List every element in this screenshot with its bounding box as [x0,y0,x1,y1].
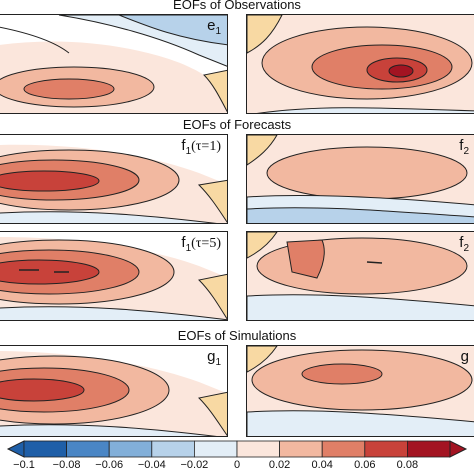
eof-map-g2 [247,346,474,436]
colorbar-bin [406,440,451,458]
colorbar-tick-label: 0.08 [396,459,419,471]
section-title-simulations: EOFs of Simulations [177,328,297,343]
map-panel-f2-tau1: f2 [246,134,474,224]
colorbar-bin [66,440,110,458]
colorbar-tick-label: −0.08 [52,459,81,471]
eof-map-f2-tau5 [247,232,474,320]
colorbar-bin [279,440,323,458]
eof-map-f1-tau5 [0,232,227,320]
panel-label-g1: g1 [207,348,221,368]
colorbar-tick-label: 0.06 [354,459,376,471]
colorbar-tick-label: −0.06 [95,459,124,471]
eof-map-f2-tau1 [247,135,474,223]
colorbar-bin [151,440,195,458]
eof-map-f1-tau1 [0,135,227,223]
map-panel-e1: e1 [0,14,228,114]
eof-map-e1 [0,15,227,113]
map-panel-f2-tau5: f2 [246,231,474,321]
map-panel-g2: g [246,345,474,437]
colorbar-bin [364,440,408,458]
colorbar-bin [193,440,238,458]
panel-label-f2-tau1: f2 [459,137,469,157]
panel-label-f1-tau5: f1(τ=5) [181,234,221,254]
section-title-forecasts: EOFs of Forecasts [182,117,292,132]
eof-map-g1 [0,346,227,436]
map-panel-g1: g1 [0,345,228,437]
colorbar-bin [321,440,366,458]
colorbar-bin [23,440,67,458]
colorbar-bin [108,440,153,458]
colorbar-tick-label: −0.02 [180,459,209,471]
eof-map-e2 [247,15,474,113]
colorbar-tick-label: 0.02 [268,459,291,471]
map-panel-f1-tau1: f1(τ=1) [0,134,228,224]
colorbar-extend-high [449,440,468,458]
map-panel-f1-tau5: f1(τ=5) [0,231,228,321]
panel-label-f1-tau1: f1(τ=1) [181,137,221,157]
map-panel-e2 [246,14,474,114]
colorbar-tick-label: 0 [233,459,241,471]
colorbar-extend-low [6,440,25,458]
colorbar [6,440,468,458]
section-title-observations: EOFs of Observations [173,0,301,12]
colorbar-tick-label: −0.1 [13,459,35,471]
panel-label-e1: e1 [207,17,221,37]
colorbar-tick-label: −0.04 [137,459,166,471]
panel-label-f2-tau5: f2 [459,234,469,254]
colorbar-bin [236,440,280,458]
panel-label-g2: g [460,348,469,365]
colorbar-tick-label: 0.04 [311,459,333,471]
